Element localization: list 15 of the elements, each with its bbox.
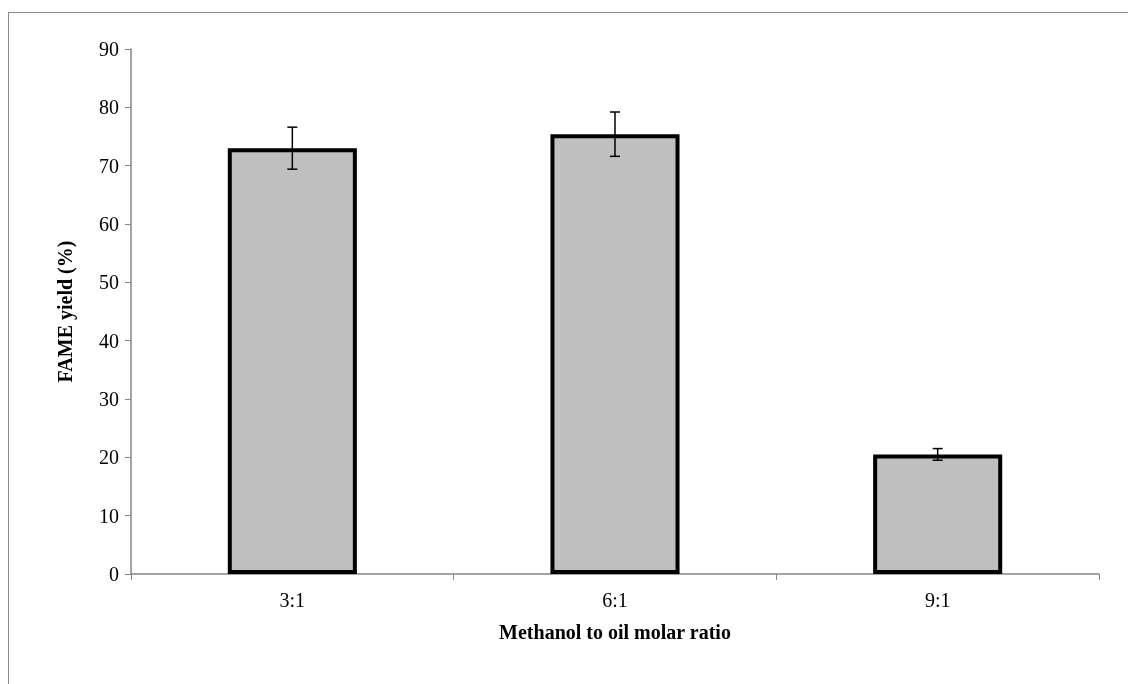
y-tick-label: 60: [99, 213, 119, 235]
y-tick-label: 30: [99, 388, 119, 410]
y-tick-label: 80: [99, 96, 119, 119]
y-tick-label: 90: [99, 38, 119, 60]
x-tick-label: 3:1: [279, 589, 306, 611]
y-tick-label: 0: [109, 563, 119, 585]
y-tick-label: 20: [99, 446, 119, 469]
y-axis-title: FAME yield (%): [54, 240, 77, 383]
y-tick-label: 10: [99, 504, 119, 527]
x-tick-label: 6:1: [602, 589, 628, 611]
y-tick-label: 70: [99, 154, 119, 177]
x-tick-label: 9:1: [924, 589, 951, 611]
y-tick-label: 40: [99, 329, 119, 352]
x-axis-title: Methanol to oil molar ratio: [499, 621, 731, 643]
y-tick-label: 50: [99, 271, 119, 294]
